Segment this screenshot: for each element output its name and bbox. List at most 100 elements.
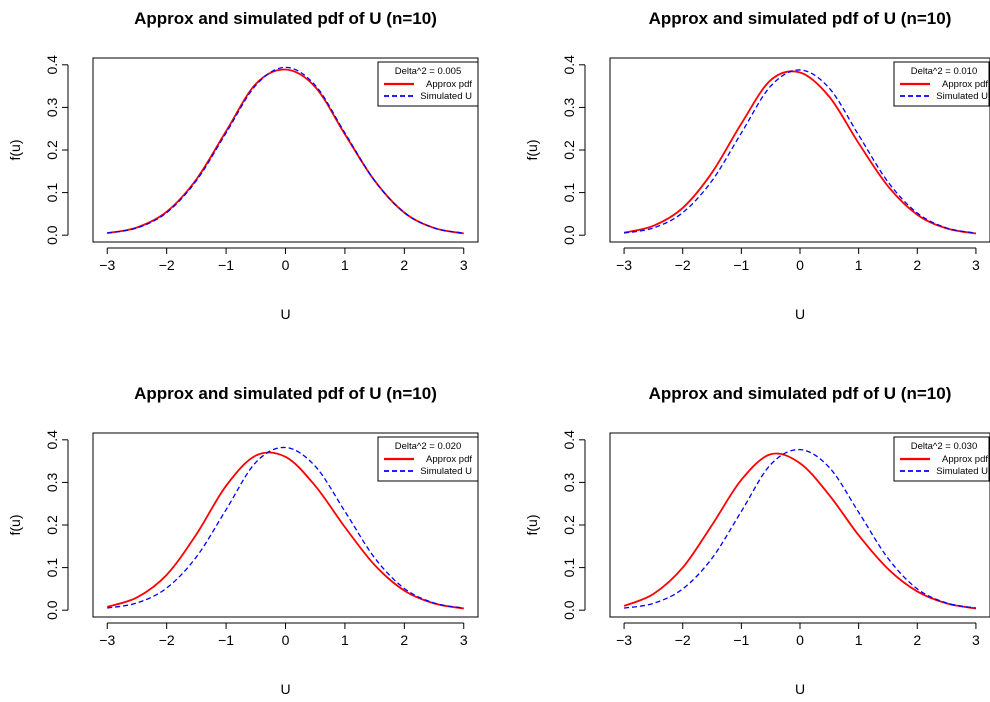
- y-axis-label: f(u): [524, 140, 540, 161]
- x-tick-label: −3: [616, 257, 632, 273]
- legend-entry: Approx pdf: [942, 454, 988, 465]
- y-tick-label: 0.4: [561, 55, 577, 75]
- y-tick-label: 0.3: [44, 97, 60, 117]
- x-tick-label: 0: [282, 632, 290, 648]
- x-tick-label: 1: [341, 257, 349, 273]
- y-tick-label: 0.3: [561, 472, 577, 492]
- x-tick-label: 0: [282, 257, 290, 273]
- legend-entry: Approx pdf: [942, 79, 988, 90]
- x-tick-label: 0: [796, 257, 804, 273]
- y-tick-label: 0.2: [44, 140, 60, 160]
- y-axis-label: f(u): [7, 140, 23, 161]
- y-tick-label: 0.2: [561, 515, 577, 535]
- x-axis: −3 −2 −1 0 1 2 3: [99, 247, 468, 273]
- y-tick-label: 0.3: [44, 472, 60, 492]
- series-line: [623, 69, 977, 234]
- y-tick-label: 0.0: [44, 600, 60, 620]
- chart-panel: Approx and simulated pdf of U (n=10) −3 −2…: [524, 9, 990, 322]
- y-tick-label: 0.1: [561, 558, 577, 578]
- x-tick-label: −1: [733, 632, 749, 648]
- x-tick-label: 3: [460, 257, 468, 273]
- x-tick-label: 2: [913, 632, 921, 648]
- y-axis: 0.0 0.1 0.2 0.3 0.4: [561, 55, 586, 245]
- legend-heading: Delta^2 = 0.005: [395, 66, 462, 77]
- plot-frame: [92, 57, 479, 243]
- legend-entry: Simulated U: [936, 466, 988, 477]
- x-tick-label: 3: [460, 632, 468, 648]
- x-tick-label: −2: [675, 257, 691, 273]
- x-tick-label: 1: [855, 632, 863, 648]
- series-line: [107, 446, 464, 609]
- y-axis: 0.0 0.1 0.2 0.3 0.4: [44, 55, 69, 245]
- y-tick-label: 0.0: [561, 225, 577, 245]
- x-tick-label: 2: [913, 257, 921, 273]
- legend-heading: Delta^2 = 0.010: [911, 66, 978, 77]
- legend-heading: Delta^2 = 0.020: [395, 441, 462, 452]
- y-axis-label: f(u): [7, 515, 23, 536]
- series-line: [107, 68, 464, 235]
- x-tick-label: −1: [733, 257, 749, 273]
- series-line: [623, 448, 977, 609]
- legend-entry: Approx pdf: [426, 454, 472, 465]
- x-tick-label: 1: [855, 257, 863, 273]
- x-tick-label: −3: [99, 257, 115, 273]
- y-tick-label: 0.4: [44, 430, 60, 450]
- y-tick-label: 0.3: [561, 97, 577, 117]
- x-axis-label: U: [795, 681, 805, 697]
- chart-title: Approx and simulated pdf of U (n=10): [649, 384, 952, 403]
- chart-panel: Approx and simulated pdf of U (n=10) −3 −2…: [7, 384, 479, 697]
- chart-title: Approx and simulated pdf of U (n=10): [134, 9, 437, 28]
- legend-entry: Simulated U: [420, 91, 472, 102]
- y-tick-label: 0.1: [44, 558, 60, 578]
- y-tick-label: 0.1: [561, 183, 577, 203]
- chart-panel: Approx and simulated pdf of U (n=10) −3 −2…: [524, 384, 990, 697]
- series-line: [623, 70, 977, 235]
- y-tick-label: 0.4: [44, 55, 60, 75]
- x-axis-label: U: [795, 306, 805, 322]
- x-tick-label: −2: [675, 632, 691, 648]
- x-tick-label: −1: [218, 632, 234, 648]
- plot-frame: [609, 432, 990, 618]
- x-axis-label: U: [280, 306, 290, 322]
- chart-title: Approx and simulated pdf of U (n=10): [134, 384, 437, 403]
- legend-heading: Delta^2 = 0.030: [911, 441, 978, 452]
- plot-frame: [92, 432, 479, 618]
- x-axis: −3 −2 −1 0 1 2 3: [99, 622, 468, 648]
- legend-entry: Approx pdf: [426, 79, 472, 90]
- y-tick-label: 0.1: [44, 183, 60, 203]
- x-tick-label: 3: [972, 632, 980, 648]
- y-tick-label: 0.2: [44, 515, 60, 535]
- x-tick-label: −1: [218, 257, 234, 273]
- legend-entry: Simulated U: [936, 91, 988, 102]
- y-tick-label: 0.4: [561, 430, 577, 450]
- y-axis: 0.0 0.1 0.2 0.3 0.4: [561, 430, 586, 620]
- x-tick-label: −3: [99, 632, 115, 648]
- y-tick-label: 0.0: [561, 600, 577, 620]
- x-axis: −3 −2 −1 0 1 2 3: [616, 247, 980, 273]
- y-tick-label: 0.2: [561, 140, 577, 160]
- x-tick-label: −2: [159, 257, 175, 273]
- y-axis: 0.0 0.1 0.2 0.3 0.4: [44, 430, 69, 620]
- x-tick-label: −2: [159, 632, 175, 648]
- chart-panel: Approx and simulated pdf of U (n=10) −3 −2…: [7, 9, 479, 322]
- x-tick-label: −3: [616, 632, 632, 648]
- x-tick-label: 1: [341, 632, 349, 648]
- x-tick-label: 2: [400, 257, 408, 273]
- y-axis-label: f(u): [524, 515, 540, 536]
- series-line: [106, 451, 464, 610]
- x-tick-label: 2: [400, 632, 408, 648]
- chart-title: Approx and simulated pdf of U (n=10): [649, 9, 952, 28]
- x-tick-label: 0: [796, 632, 804, 648]
- x-tick-label: 3: [972, 257, 980, 273]
- series-line: [623, 452, 977, 610]
- x-axis: −3 −2 −1 0 1 2 3: [616, 622, 980, 648]
- x-axis-label: U: [280, 681, 290, 697]
- legend-entry: Simulated U: [420, 466, 472, 477]
- plot-frame: [609, 57, 990, 243]
- y-tick-label: 0.0: [44, 225, 60, 245]
